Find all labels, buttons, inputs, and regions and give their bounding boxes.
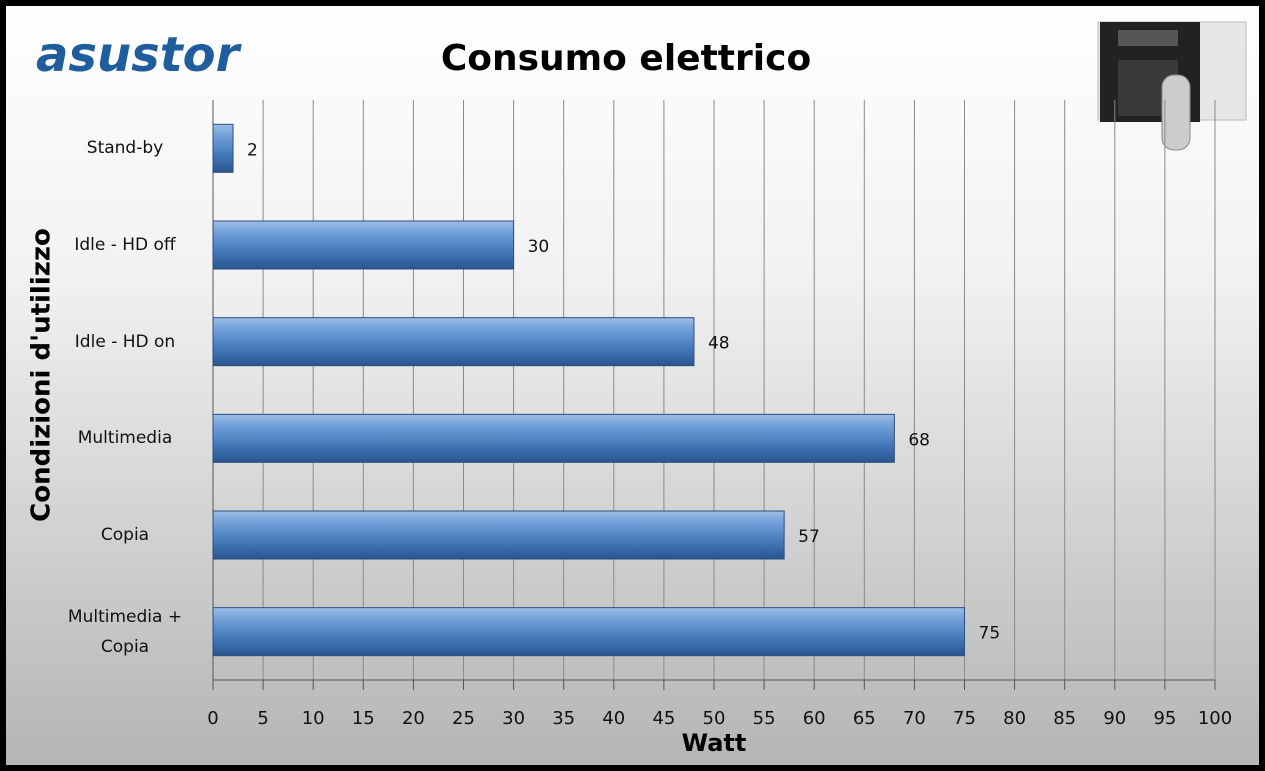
- bar: [212, 317, 695, 367]
- device-image: [1097, 21, 1247, 151]
- value-label: 30: [528, 237, 550, 257]
- bar: [212, 413, 895, 463]
- x-tick-label: 35: [552, 708, 575, 729]
- x-tick-label: 10: [302, 708, 325, 729]
- x-tick-label: 50: [703, 708, 726, 729]
- y-tick-label: Copia: [100, 525, 150, 545]
- chart-title: Consumo elettrico: [441, 38, 811, 79]
- x-tick-label: 60: [803, 708, 826, 729]
- x-tick-label: 15: [352, 708, 375, 729]
- x-tick-label: 40: [602, 708, 625, 729]
- bar: [212, 123, 234, 173]
- x-tick-label: 25: [452, 708, 475, 729]
- x-tick-label: 75: [953, 708, 976, 729]
- x-tick-label: 95: [1153, 708, 1176, 729]
- value-label: 2: [247, 140, 258, 160]
- value-label: 75: [979, 624, 1001, 644]
- logo: asustor: [36, 27, 243, 83]
- x-tick-label: 70: [903, 708, 926, 729]
- x-tick-label: 85: [1053, 708, 1076, 729]
- y-tick-label: Idle - HD off: [74, 235, 176, 255]
- bar: [212, 220, 515, 270]
- x-tick-label: 5: [257, 708, 268, 729]
- y-tick-label: Stand-by: [86, 138, 164, 159]
- bar: [212, 510, 785, 560]
- y-tick-label: Multimedia + Copia: [67, 606, 183, 657]
- x-tick-label: 0: [207, 708, 218, 729]
- x-tick-label: 90: [1103, 708, 1126, 729]
- x-tick-label: 80: [1003, 708, 1026, 729]
- x-tick-label: 55: [753, 708, 776, 729]
- x-tick-label: 20: [402, 708, 425, 729]
- value-label: 48: [708, 334, 730, 354]
- value-label: 68: [908, 430, 930, 450]
- x-tick-label: 30: [502, 708, 525, 729]
- x-tick-label: 100: [1198, 708, 1232, 729]
- y-tick-label: Multimedia: [77, 428, 173, 449]
- x-tick-label: 45: [652, 708, 675, 729]
- x-tick-label: 65: [853, 708, 876, 729]
- x-axis-label: Watt: [682, 729, 747, 757]
- y-tick-label: Idle - HD on: [74, 331, 176, 352]
- y-axis-label: Condizioni d'utilizzo: [27, 228, 57, 522]
- bar: [212, 607, 965, 657]
- value-label: 57: [798, 527, 820, 547]
